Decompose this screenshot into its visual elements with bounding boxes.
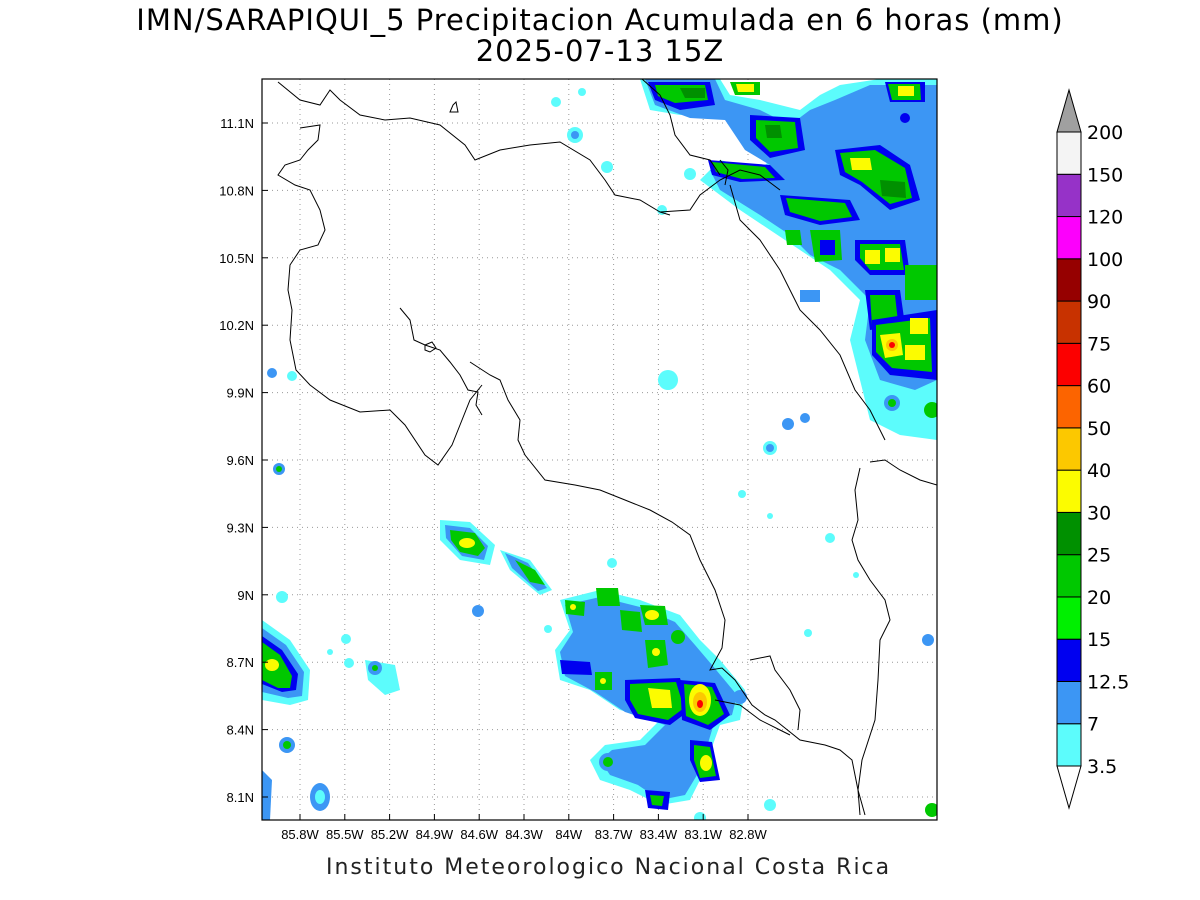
lat-tick-label: 9.3N [227,520,254,535]
colorbar-segment [1056,342,1082,387]
lon-tick-label: 84.6W [460,827,498,842]
coastline [277,79,937,816]
lon-tick-label: 83.1W [684,827,722,842]
colorbar-segment [1056,258,1082,302]
lat-tick-label: 8.7N [227,655,254,670]
colorbar-level-label: 120 [1087,207,1123,229]
rain-cluster-northeast [640,79,937,440]
precipitation-field [262,79,937,820]
colorbar-upper-arrow [1056,88,1082,133]
colorbar-segment [1056,596,1082,640]
colorbar-segment [1056,131,1082,175]
lat-tick-label: 10.2N [219,318,254,333]
colorbar-segment [1056,300,1082,344]
colorbar-segment [1056,427,1082,471]
colorbar-level-label: 60 [1087,376,1111,398]
map-title: IMN/SARAPIQUI_5 Precipitacion Acumulada … [136,3,1064,37]
lon-tick-label: 84.3W [505,827,543,842]
colorbar-level-label: 75 [1087,333,1111,355]
colorbar-segment [1056,469,1082,513]
colorbar-lower-arrow [1056,765,1082,810]
lon-tick-label: 83.7W [595,827,633,842]
lon-tick-label: 85.2W [371,827,409,842]
lon-tick-label: 82.8W [729,827,767,842]
colorbar-level-label: 40 [1087,460,1111,482]
colorbar-level-label: 150 [1087,164,1123,186]
colorbar-level-label: 90 [1087,291,1111,313]
colorbar-segment [1056,680,1082,725]
colorbar-level-label: 20 [1087,587,1111,609]
lat-tick-label: 9.9N [227,386,254,401]
rain-cells-southwest [262,368,937,820]
colorbar-level-label: 7 [1087,714,1099,736]
colorbar-level-label: 200 [1087,122,1123,144]
lon-tick-label: 85.5W [326,827,364,842]
axis-ticks: 85.8W 85.5W 85.2W 84.9W 84.6W 84.3W 84W 83.7W 83… [219,116,767,842]
lat-tick-label: 11.1N [220,116,254,131]
lat-tick-label: 9.6N [227,453,254,468]
colorbar-segment [1056,385,1082,429]
colorbar-segment [1056,638,1082,682]
credit-text: Instituto Meteorologico Nacional Costa R… [326,855,892,880]
colorbar-level-label: 25 [1087,545,1111,567]
rain-cells-south [440,520,812,820]
map-grid [262,79,937,820]
colorbar-level-label: 15 [1087,629,1111,651]
colorbar-segment [1056,511,1082,556]
lon-tick-label: 83.4W [640,827,678,842]
lat-tick-label: 8.4N [227,723,254,738]
lat-tick-label: 10.5N [219,251,254,266]
colorbar-level-label: 100 [1087,249,1123,271]
colorbar-level-label: 30 [1087,502,1111,524]
lat-tick-label: 8.1N [227,790,254,805]
colorbar-level-label: 3.5 [1087,756,1117,778]
lat-tick-label: 10.8N [219,183,254,198]
colorbar-segment [1056,173,1082,218]
colorbar-legend: 3.5 7 12.5 15 20 25 30 40 50 60 75 90 100 120 150 200 [1056,88,1129,810]
lat-tick-label: 9N [237,588,254,603]
colorbar-segment [1056,723,1082,767]
lon-tick-label: 84W [555,827,582,842]
plot-frame [261,78,938,821]
colorbar-segment [1056,216,1082,260]
colorbar-segment [1056,554,1082,598]
lon-tick-label: 84.9W [416,827,454,842]
map-datetime: 2025-07-13 15Z [475,34,725,68]
rain-cells-north [551,88,859,578]
colorbar-level-label: 12.5 [1087,671,1129,693]
lon-tick-label: 85.8W [281,827,319,842]
colorbar-level-label: 50 [1087,418,1111,440]
